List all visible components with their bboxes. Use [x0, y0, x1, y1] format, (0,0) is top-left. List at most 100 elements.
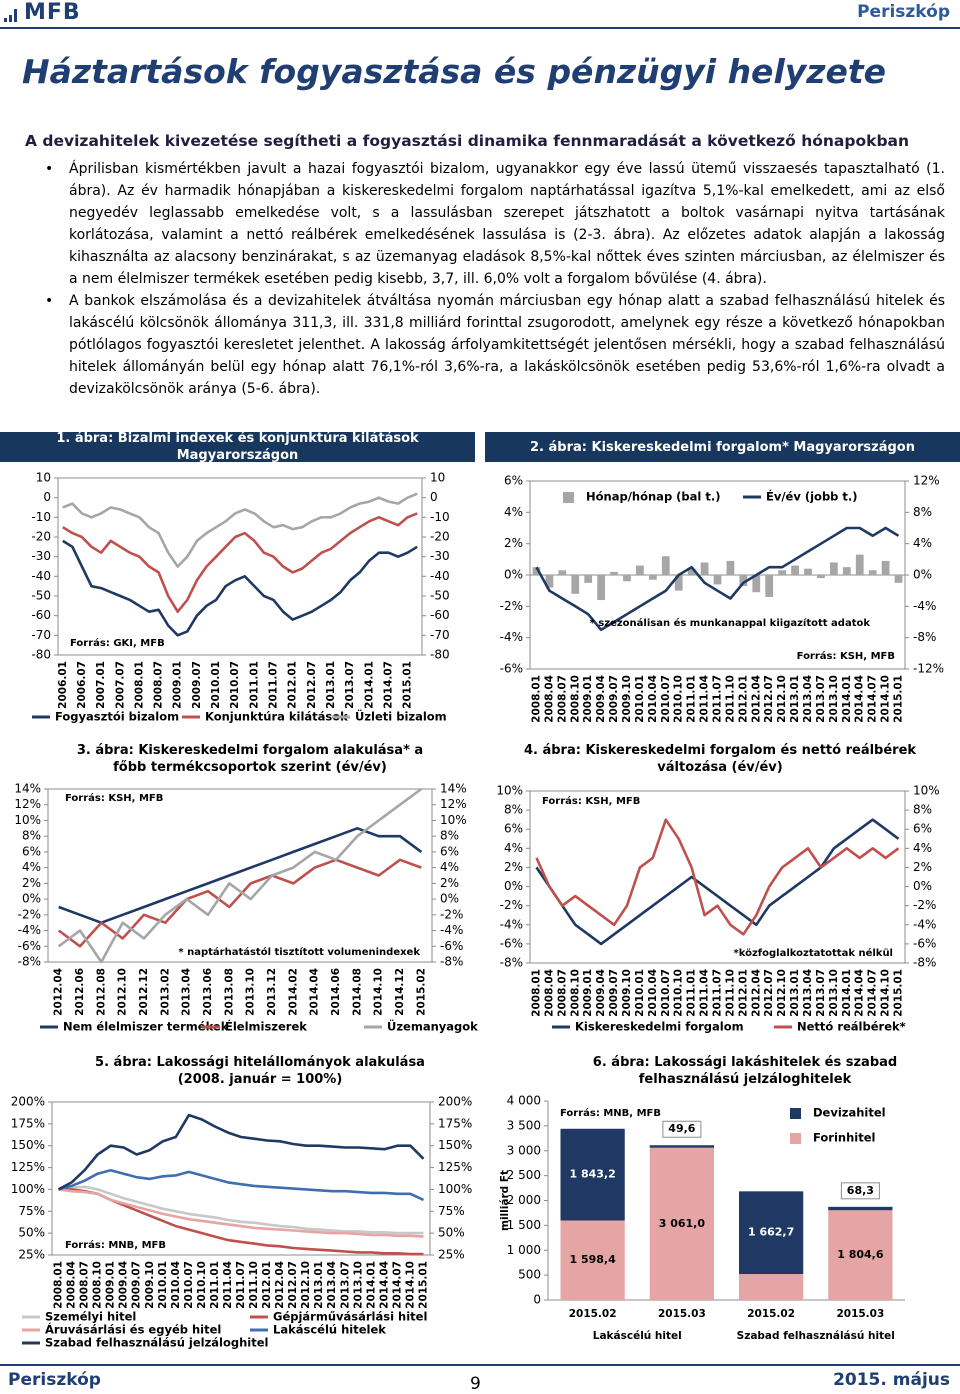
x-tick-label: 2006.07 — [76, 661, 88, 709]
y-tick-label: 10% — [913, 784, 940, 798]
y-tick-label: -10 — [430, 510, 450, 524]
legend-label: Lakáscélú hitelek — [273, 1323, 386, 1337]
y-tick-label: 175% — [11, 1116, 45, 1130]
y-tick-label: -70 — [31, 628, 51, 642]
x-tick-label: 2009.07 — [131, 1261, 143, 1309]
x-tick-label: 2013.02 — [159, 968, 171, 1016]
bar — [842, 567, 851, 575]
y-tick-label: 8% — [913, 803, 932, 817]
line-series — [58, 1188, 424, 1238]
x-tick-label: 2008.01 — [133, 661, 145, 709]
y-tick-label: -4% — [913, 917, 936, 931]
legend-label: Nettó reálbérek* — [797, 1020, 906, 1034]
y-tick-label: -4% — [500, 917, 523, 931]
x-tick-label: 2011.10 — [248, 1261, 260, 1309]
x-tick-label: 2015.01 — [417, 1261, 429, 1309]
x-tick-label: 2011.01 — [209, 1261, 221, 1309]
x-tick-label: 2014.10 — [404, 1261, 416, 1309]
plot-frame — [57, 477, 423, 656]
x-tick-label: 2012.01 — [737, 969, 749, 1017]
y-tick-label: 14% — [440, 782, 467, 796]
x-tick-label: 2012.07 — [287, 1261, 299, 1309]
y-tick-label: 4% — [504, 841, 523, 855]
legend-label: Élelmiszerek — [225, 1019, 307, 1034]
bar — [674, 575, 683, 591]
x-tick-label: 2012.04 — [53, 968, 65, 1016]
footnote: * naptárhatástól tisztított volumenindex… — [178, 946, 420, 958]
bar — [610, 571, 618, 575]
x-tick-label: 2011.10 — [724, 969, 736, 1017]
y-tick-label: -60 — [31, 608, 51, 622]
x-tick-label: 2008.01 — [53, 1261, 65, 1309]
bar — [661, 556, 670, 575]
y-tick-label: 6% — [504, 474, 523, 488]
x-tick-label: 2013.10 — [352, 1261, 364, 1309]
value-label: 3 061,0 — [659, 1217, 706, 1230]
x-tick-label: 2013.01 — [789, 969, 801, 1017]
y-tick-label: -2% — [18, 907, 41, 921]
x-tick-label: 2014.04 — [854, 675, 866, 723]
y-tick-label: 14% — [14, 782, 41, 796]
y-tick-label: -40 — [430, 569, 450, 583]
line-series — [535, 818, 900, 946]
legend-label: Hónap/hónap (bal t.) — [586, 490, 721, 504]
bar — [687, 568, 696, 575]
bullet: Áprilisban kismértékben javult a hazai f… — [45, 158, 945, 290]
bar — [571, 575, 580, 594]
y-tick-label: 150% — [11, 1138, 45, 1152]
line-series — [62, 492, 418, 568]
x-tick-label: 2014.08 — [351, 968, 363, 1016]
x-tick-label: 2012.04 — [750, 675, 762, 723]
x-tick-label: 2011.07 — [235, 1261, 247, 1309]
x-tick-label: 2012.01 — [261, 1261, 273, 1309]
x-tick-label: 2006.01 — [57, 661, 69, 709]
x-tick-label: 2015.03 — [658, 1308, 706, 1320]
line-series — [58, 1185, 424, 1235]
line-series — [57, 787, 423, 964]
logo: MFB — [24, 0, 81, 25]
value-label-box — [840, 1182, 880, 1200]
x-tick-label: 2013.04 — [181, 968, 193, 1016]
value-label: 68,3 — [847, 1184, 874, 1197]
y-tick-label: 175% — [438, 1116, 472, 1130]
legend-label: Devizahitel — [813, 1106, 886, 1120]
x-tick-label: 2014.04 — [854, 969, 866, 1017]
bar-segment — [828, 1210, 893, 1300]
y-tick-label: 4% — [504, 505, 523, 519]
x-tick-label: 2008.04 — [66, 1261, 78, 1309]
y-tick-label: 10% — [496, 784, 523, 798]
bar — [584, 575, 593, 583]
bar — [532, 567, 541, 575]
x-tick-label: 2008.10 — [569, 675, 581, 723]
y-tick-label: -8% — [913, 630, 936, 644]
footnote: *közfoglalkoztatottak nélkül — [733, 947, 893, 959]
y-tick-label: -6% — [500, 936, 523, 950]
bar — [817, 575, 825, 579]
bar-segment — [560, 1128, 625, 1221]
bar-segment — [738, 1274, 804, 1300]
bar — [868, 570, 877, 575]
y-tick-label: 125% — [11, 1160, 45, 1174]
x-tick-label: 2014.12 — [394, 968, 406, 1016]
x-tick-label: 2012.04 — [274, 1261, 286, 1309]
y-tick-label: 0% — [440, 892, 459, 906]
bar — [636, 565, 644, 575]
footnote: * szezonálisan és munkanappal kiigazítot… — [590, 617, 871, 629]
bullet-list: Áprilisban kismértékben javult a hazai f… — [25, 158, 945, 400]
x-tick-label: 2012.12 — [138, 968, 150, 1016]
value-label: 1 598,4 — [569, 1253, 616, 1266]
x-tick-label: 2011.04 — [699, 675, 711, 723]
y-axis-label: milliárd Ft — [499, 1170, 511, 1231]
x-tick-label: 2013.04 — [326, 1261, 338, 1309]
x-tick-label: 2008.07 — [556, 969, 568, 1017]
source-note: Forrás: KSH, MFB — [65, 792, 163, 804]
x-tick-label: 2010.10 — [673, 969, 685, 1017]
y-tick-label: 2% — [504, 536, 523, 550]
x-tick-label: 2013.12 — [266, 968, 278, 1016]
y-tick-label: -30 — [31, 549, 51, 563]
y-tick-label: 8% — [440, 829, 459, 843]
bar — [791, 565, 799, 575]
x-tick-label: 2010.07 — [660, 675, 672, 723]
x-tick-label: 2010.01 — [210, 661, 222, 709]
